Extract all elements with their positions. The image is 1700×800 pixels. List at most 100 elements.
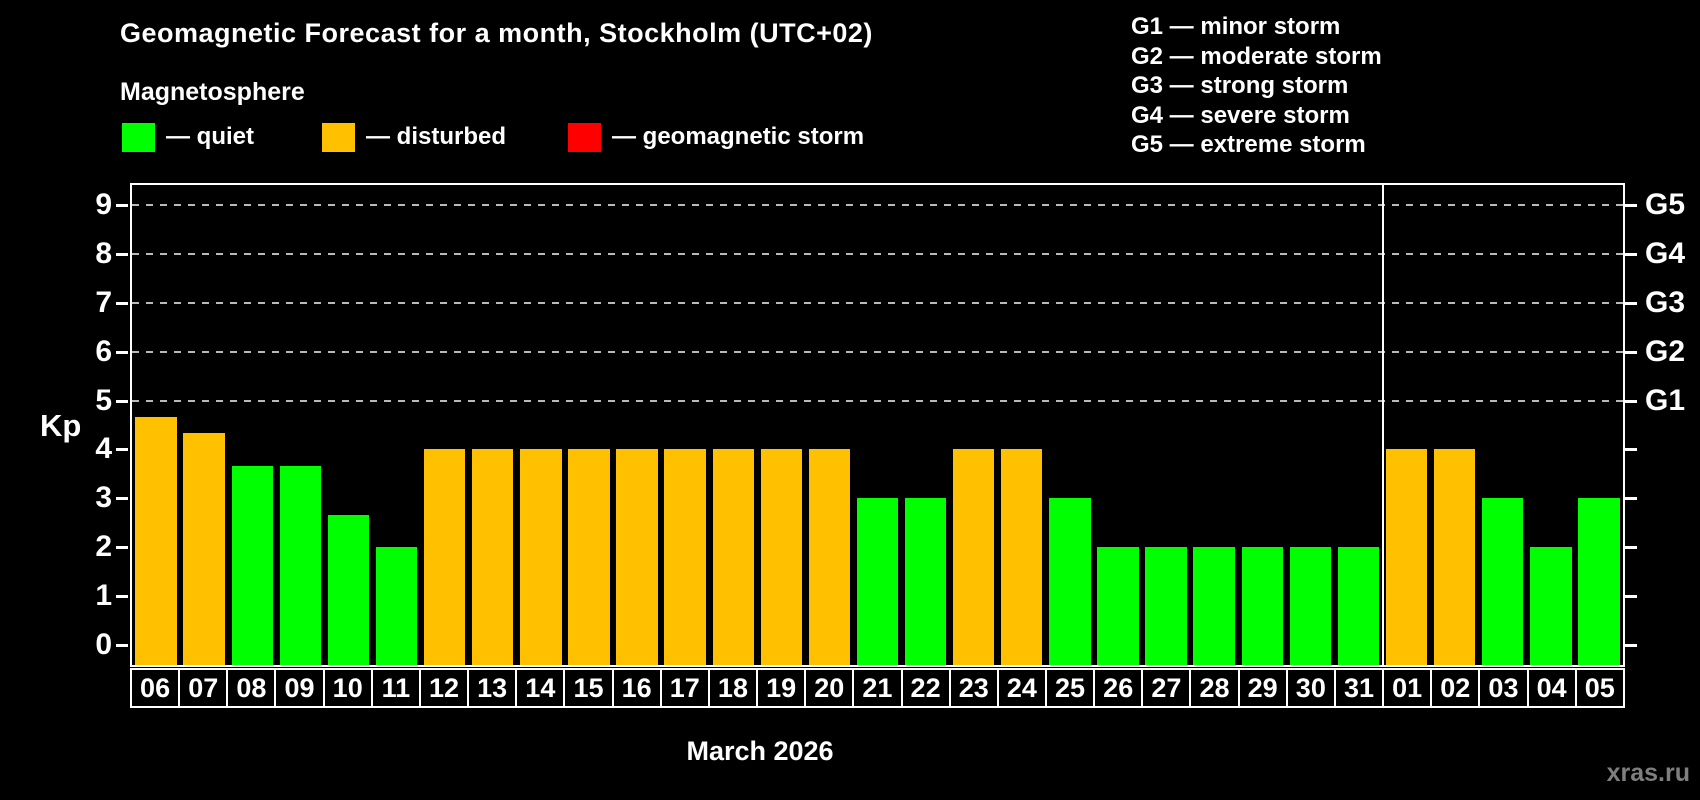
kp-bar-day-23 (953, 449, 995, 665)
day-label-23: 23 (948, 668, 997, 708)
day-label-29: 29 (1237, 668, 1286, 708)
gridline-kp9 (132, 203, 1623, 206)
legend-item-disturbed: — disturbed (322, 122, 506, 152)
day-label-06: 06 (130, 668, 179, 708)
kp-bar-day-12 (423, 449, 466, 665)
kp-bar-day-03 (1482, 498, 1524, 665)
kp-bar-day-04 (1530, 547, 1572, 665)
day-label-17: 17 (659, 668, 708, 708)
y-axis-tick-label-5: 5 (95, 383, 112, 417)
g-scale-legend: G1 — minor storm G2 — moderate storm G3 … (1131, 12, 1382, 160)
legend-label-quiet: — quiet (166, 123, 254, 150)
quiet-color-swatch (122, 122, 155, 152)
g-axis-label-G3: G3 (1645, 285, 1686, 319)
y-axis-tick-7 (116, 301, 128, 305)
g-axis-label-G4: G4 (1645, 236, 1686, 270)
kp-bar-day-27 (1145, 547, 1187, 665)
kp-bar-day-07 (183, 433, 225, 665)
day-label-25: 25 (1044, 668, 1094, 708)
legend-label-disturbed: — disturbed (366, 123, 507, 150)
day-label-21: 21 (852, 668, 901, 708)
x-axis-title: March 2026 (686, 736, 834, 766)
y-axis-tick-3 (116, 497, 128, 501)
g-axis-tick-7 (1625, 301, 1637, 305)
day-label-04: 04 (1526, 668, 1575, 708)
g-axis-tick-1 (1625, 595, 1637, 599)
day-label-22: 22 (900, 668, 949, 708)
day-label-20: 20 (804, 668, 853, 708)
day-label-27: 27 (1141, 668, 1190, 708)
y-axis-tick-6 (116, 350, 128, 354)
g-axis-label-G1: G1 (1645, 383, 1686, 417)
day-label-01: 01 (1382, 668, 1431, 708)
watermark: xras.ru (1606, 759, 1690, 787)
day-label-14: 14 (515, 668, 564, 708)
y-axis-tick-label-1: 1 (95, 579, 112, 613)
g-axis-tick-4 (1625, 448, 1637, 452)
legend-label-storm: — geomagnetic storm (612, 123, 865, 150)
kp-bar-day-05 (1578, 498, 1620, 665)
day-label-03: 03 (1478, 668, 1527, 708)
gridline-kp8 (132, 252, 1623, 255)
day-label-15: 15 (563, 668, 612, 708)
g-axis-tick-9 (1625, 203, 1637, 207)
g4-legend-line: G4 — severe storm (1131, 101, 1350, 129)
y-axis-tick-label-0: 0 (95, 628, 112, 662)
kp-bar-day-22 (904, 498, 947, 665)
month-divider-line (1381, 185, 1384, 665)
g-axis-label-G2: G2 (1645, 334, 1686, 368)
y-axis-tick-1 (116, 595, 128, 599)
g2-legend-line: G2 — moderate storm (1131, 42, 1382, 70)
kp-bar-day-25 (1049, 498, 1091, 665)
kp-bar-day-30 (1289, 547, 1332, 665)
kp-bar-day-21 (856, 498, 899, 665)
day-label-07: 07 (178, 668, 227, 708)
magnetosphere-label: Magnetosphere (120, 78, 305, 106)
g-axis-label-G5: G5 (1645, 187, 1686, 221)
day-label-13: 13 (467, 668, 516, 708)
day-label-08: 08 (226, 668, 275, 708)
y-axis-tick-label-8: 8 (95, 236, 112, 270)
g-axis-tick-0 (1625, 644, 1637, 648)
kp-bar-day-10 (327, 514, 370, 665)
y-axis-tick-label-3: 3 (95, 481, 112, 515)
kp-bar-day-24 (1001, 449, 1043, 665)
gridline-kp5 (132, 399, 1623, 402)
y-axis-tick-8 (116, 252, 128, 256)
kp-bar-day-09 (279, 465, 322, 665)
chart-title: Geomagnetic Forecast for a month, Stockh… (120, 18, 873, 48)
y-axis-tick-label-9: 9 (95, 187, 112, 221)
y-axis-tick-label-4: 4 (95, 432, 112, 466)
kp-bar-day-14 (520, 449, 562, 665)
kp-bar-day-02 (1433, 449, 1476, 665)
x-axis-day-labels: 06 07 08 09 10 11 12 13 14 15 16 17 18 19 20 21 22 23 24 25… (130, 668, 1625, 708)
kp-bar-day-19 (760, 449, 802, 665)
day-label-09: 09 (274, 668, 323, 708)
day-label-30: 30 (1285, 668, 1334, 708)
kp-bar-day-17 (664, 449, 706, 665)
kp-bar-day-28 (1193, 547, 1235, 665)
y-axis-tick-label-7: 7 (95, 285, 112, 319)
gridline-kp7 (132, 301, 1623, 304)
day-label-24: 24 (996, 668, 1045, 708)
g3-legend-line: G3 — strong storm (1131, 72, 1349, 99)
g-axis-tick-8 (1625, 252, 1637, 256)
day-label-28: 28 (1189, 668, 1238, 708)
day-label-02: 02 (1430, 668, 1479, 708)
day-label-10: 10 (322, 668, 371, 708)
plot-area (130, 183, 1625, 667)
kp-bar-day-08 (231, 465, 273, 665)
kp-bar-day-26 (1097, 547, 1139, 665)
g5-legend-line: G5 — extreme storm (1131, 131, 1366, 158)
day-label-16: 16 (611, 668, 660, 708)
y-axis-tick-2 (116, 546, 128, 550)
day-label-11: 11 (370, 668, 419, 708)
kp-bar-day-11 (375, 547, 418, 665)
y-axis-title: Kp (40, 408, 82, 443)
day-label-31: 31 (1333, 668, 1383, 708)
legend-item-storm: — geomagnetic storm (568, 122, 864, 152)
g1-legend-line: G1 — minor storm (1131, 13, 1341, 40)
y-axis-tick-label-6: 6 (95, 334, 112, 368)
g-axis-tick-2 (1625, 546, 1637, 550)
